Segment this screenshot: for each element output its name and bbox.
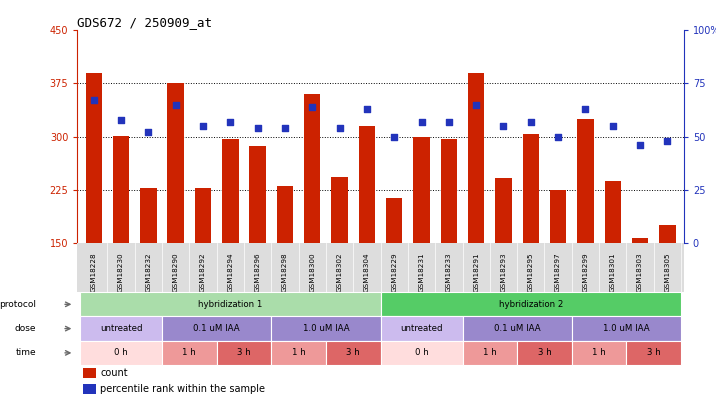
Bar xyxy=(440,139,457,243)
Point xyxy=(443,119,455,125)
Bar xyxy=(83,384,95,394)
Bar xyxy=(468,73,484,243)
Bar xyxy=(381,316,463,341)
Bar xyxy=(413,137,430,243)
Bar xyxy=(217,341,271,365)
Bar xyxy=(381,341,463,365)
Bar xyxy=(517,341,572,365)
Text: 3 h: 3 h xyxy=(237,348,251,357)
Point xyxy=(252,125,263,131)
Bar xyxy=(222,139,238,243)
Bar xyxy=(386,198,402,243)
Text: 3 h: 3 h xyxy=(347,348,360,357)
Text: GDS672 / 250909_at: GDS672 / 250909_at xyxy=(77,16,213,29)
Bar xyxy=(381,292,681,316)
Bar xyxy=(632,238,648,243)
Point xyxy=(389,133,400,140)
Bar xyxy=(659,225,676,243)
Text: hybridization 1: hybridization 1 xyxy=(198,300,263,309)
Text: 0.1 uM IAA: 0.1 uM IAA xyxy=(193,324,240,333)
Point xyxy=(634,142,646,148)
Point xyxy=(552,133,563,140)
Point xyxy=(170,102,181,108)
Bar xyxy=(162,341,217,365)
Bar xyxy=(80,292,380,316)
Text: time: time xyxy=(16,348,36,357)
Bar xyxy=(326,341,381,365)
Bar xyxy=(550,190,566,243)
Bar xyxy=(604,181,621,243)
Text: count: count xyxy=(100,368,128,378)
Text: 0.1 uM IAA: 0.1 uM IAA xyxy=(494,324,541,333)
Text: percentile rank within the sample: percentile rank within the sample xyxy=(100,384,266,394)
Point xyxy=(361,106,372,112)
Bar xyxy=(304,94,321,243)
Text: 3 h: 3 h xyxy=(538,348,551,357)
Point xyxy=(306,104,318,110)
Point xyxy=(416,119,427,125)
Bar xyxy=(113,136,129,243)
Bar xyxy=(162,316,271,341)
Text: hybridization 2: hybridization 2 xyxy=(498,300,563,309)
Bar xyxy=(332,177,348,243)
Text: protocol: protocol xyxy=(0,300,36,309)
Bar xyxy=(195,188,211,243)
Bar xyxy=(271,316,380,341)
Point xyxy=(334,125,345,131)
Text: 3 h: 3 h xyxy=(647,348,661,357)
Bar xyxy=(572,341,626,365)
Point xyxy=(580,106,591,112)
Text: 0 h: 0 h xyxy=(415,348,428,357)
Point xyxy=(470,102,482,108)
Bar xyxy=(277,186,293,243)
Point xyxy=(607,123,619,129)
Text: 1 h: 1 h xyxy=(291,348,306,357)
Bar xyxy=(83,368,95,378)
Text: 1 h: 1 h xyxy=(483,348,497,357)
Bar xyxy=(168,83,184,243)
Point xyxy=(88,97,100,104)
Text: 1 h: 1 h xyxy=(183,348,196,357)
Bar xyxy=(271,341,326,365)
Text: untreated: untreated xyxy=(400,324,442,333)
Bar xyxy=(495,178,512,243)
Bar xyxy=(463,316,572,341)
Bar xyxy=(140,188,157,243)
Text: 1.0 uM IAA: 1.0 uM IAA xyxy=(303,324,349,333)
Bar xyxy=(572,316,681,341)
Point xyxy=(142,129,154,136)
Point xyxy=(279,125,291,131)
Bar xyxy=(626,341,681,365)
Point xyxy=(115,116,127,123)
Point xyxy=(498,123,509,129)
Bar xyxy=(523,134,539,243)
Point xyxy=(225,119,236,125)
Text: 1.0 uM IAA: 1.0 uM IAA xyxy=(603,324,649,333)
Point xyxy=(198,123,209,129)
Text: 0 h: 0 h xyxy=(114,348,128,357)
Point xyxy=(662,138,673,144)
Text: untreated: untreated xyxy=(100,324,142,333)
Bar xyxy=(85,73,102,243)
Bar xyxy=(249,146,266,243)
Bar xyxy=(577,119,594,243)
Text: 1 h: 1 h xyxy=(592,348,606,357)
Bar xyxy=(359,126,375,243)
Bar xyxy=(80,341,162,365)
Bar xyxy=(80,316,162,341)
Bar xyxy=(463,341,517,365)
Point xyxy=(525,119,536,125)
Text: dose: dose xyxy=(14,324,36,333)
